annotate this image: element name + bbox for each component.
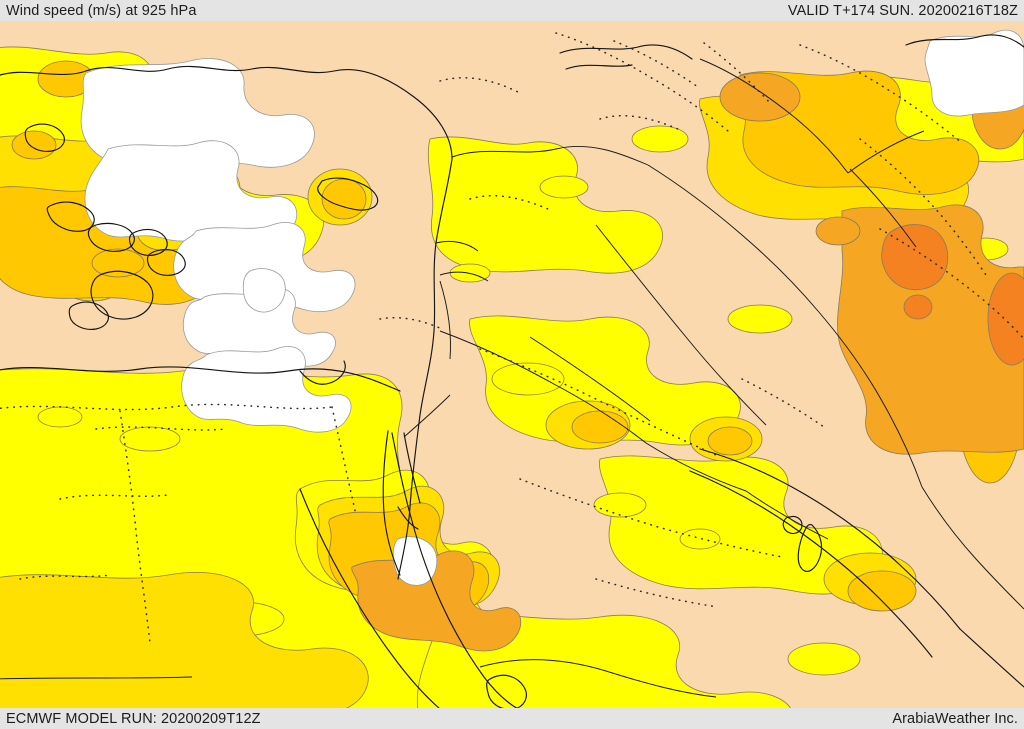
coastlines <box>0 34 1024 710</box>
model-run-label: ECMWF MODEL RUN: 20200209T12Z <box>6 710 261 727</box>
header-bar: Wind speed (m/s) at 925 hPa VALID T+174 … <box>0 0 1024 21</box>
map-title: Wind speed (m/s) at 925 hPa <box>6 2 197 19</box>
band-group-0-2 <box>80 29 1024 586</box>
footer-bar: ECMWF MODEL RUN: 20200209T12Z ArabiaWeat… <box>0 708 1024 729</box>
band-group-12-14 <box>881 224 1024 366</box>
country-borders-dotted <box>0 32 1024 644</box>
wind-speed-contour-map <box>0 19 1024 711</box>
weather-map-canvas <box>0 19 1024 711</box>
valid-time-label: VALID T+174 SUN. 20200216T18Z <box>787 2 1018 19</box>
attribution-label: ArabiaWeather Inc. <box>892 710 1018 727</box>
country-borders-solid <box>0 58 1024 698</box>
